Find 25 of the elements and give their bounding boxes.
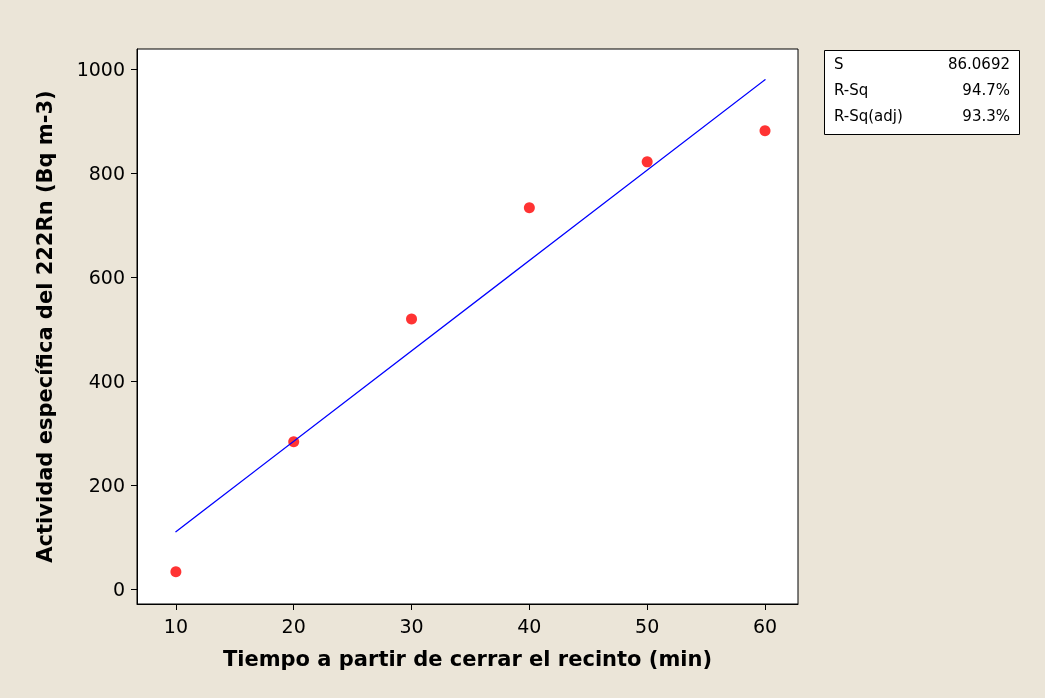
y-tick-label: 400 xyxy=(88,369,125,392)
x-tick-label: 20 xyxy=(281,614,306,637)
y-tick-label: 200 xyxy=(88,473,125,496)
text: S xyxy=(834,54,844,73)
text: R-Sq(adj) xyxy=(834,106,903,125)
text: R-Sq xyxy=(834,80,869,99)
x-tick-label: 30 xyxy=(399,614,424,637)
point xyxy=(406,313,418,325)
text: 86.0692 xyxy=(947,54,1010,73)
y-axis-title: Actividad específica del 222Rn (Bq m-3) xyxy=(32,90,57,563)
x-tick-label: 40 xyxy=(517,614,542,637)
y-tick-label: 1000 xyxy=(76,57,125,80)
x-tick-label: 50 xyxy=(635,614,660,637)
point xyxy=(759,125,771,137)
y-tick-label: 800 xyxy=(88,161,125,184)
text: 94.7% xyxy=(962,80,1010,99)
point xyxy=(523,202,535,214)
text: 93.3% xyxy=(962,106,1010,125)
y-tick-label: 600 xyxy=(88,265,125,288)
x-axis-title: Tiempo a partir de cerrar el recinto (min) xyxy=(222,646,713,671)
point xyxy=(170,566,182,578)
x-tick-label: 60 xyxy=(752,614,778,637)
x-tick-label: 10 xyxy=(163,614,188,637)
y-tick-label: 0 xyxy=(112,577,125,600)
point xyxy=(641,156,653,168)
